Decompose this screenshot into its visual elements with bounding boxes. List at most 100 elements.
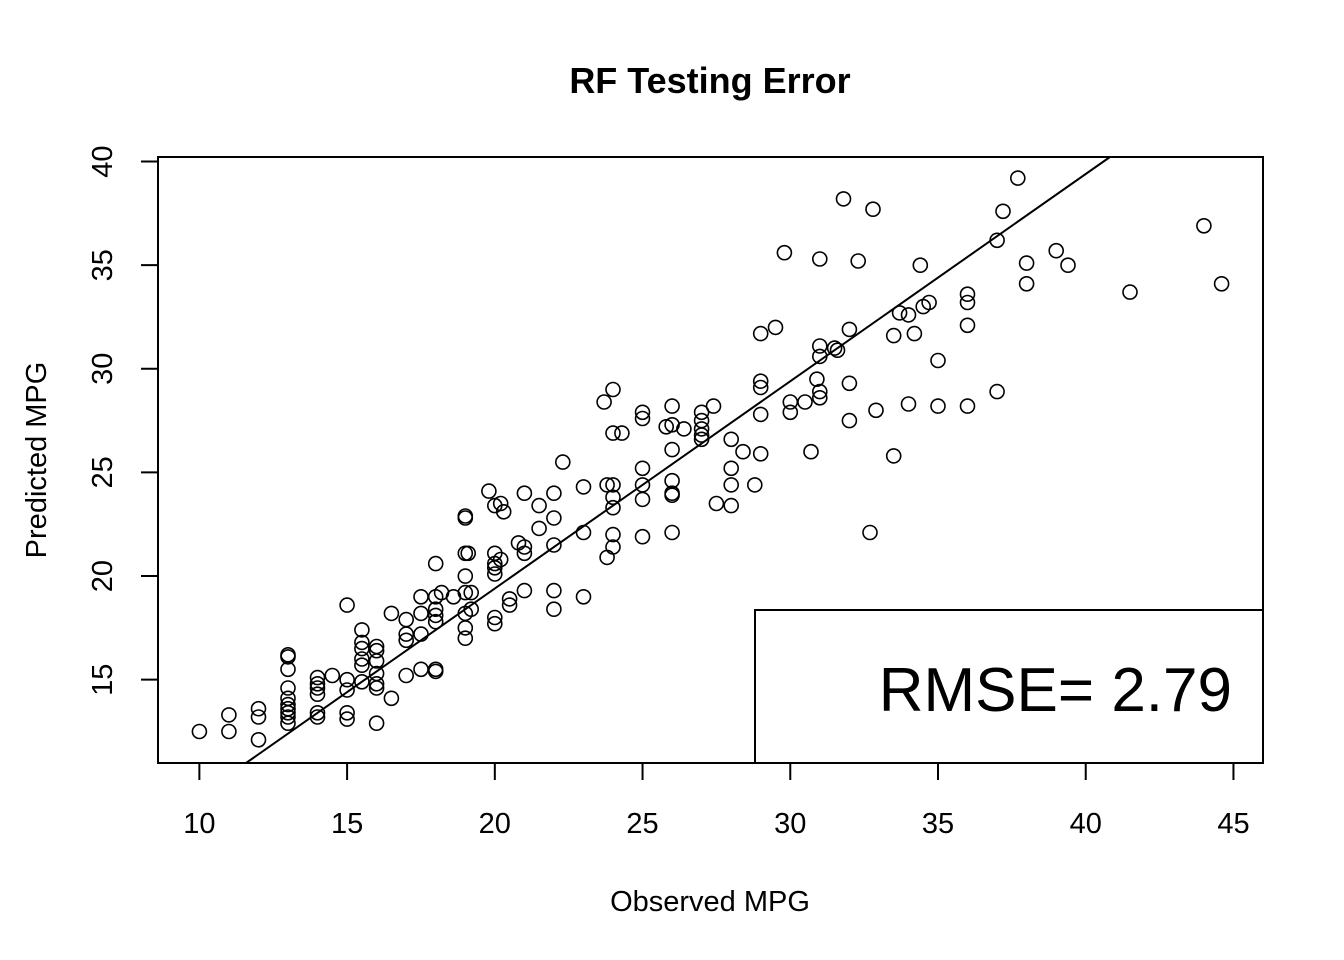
data-point: [664, 485, 680, 502]
data-point: [850, 253, 867, 269]
data-point: [752, 406, 769, 423]
data-point: [413, 626, 429, 642]
data-point: [900, 307, 917, 323]
data-point: [693, 412, 710, 429]
data-point: [427, 555, 444, 572]
data-point: [723, 477, 740, 493]
data-point: [906, 325, 923, 342]
data-point: [309, 669, 326, 686]
data-point: [339, 682, 355, 698]
data-point: [546, 537, 562, 553]
x-tick-label: 30: [774, 808, 806, 840]
data-point: [221, 707, 237, 723]
data-point: [575, 588, 592, 605]
data-point: [868, 402, 884, 419]
data-point: [693, 404, 710, 421]
x-tick-label: 10: [183, 808, 215, 840]
data-point: [368, 715, 385, 732]
data-point: [501, 591, 518, 607]
data-point: [885, 448, 902, 464]
data-point: [782, 404, 799, 421]
data-point: [486, 615, 503, 632]
data-point: [1018, 255, 1035, 271]
data-point: [427, 601, 444, 618]
data-point: [492, 551, 509, 568]
data-point: [368, 675, 385, 692]
data-point: [912, 257, 929, 274]
data-point: [546, 485, 562, 502]
data-point: [354, 651, 370, 667]
y-tick-label: 40: [87, 145, 119, 177]
data-point: [803, 443, 819, 460]
data-point: [368, 665, 385, 682]
data-point: [596, 394, 612, 410]
data-point: [989, 383, 1005, 400]
data-point: [280, 646, 296, 663]
data-point: [746, 477, 763, 493]
data-point: [546, 601, 562, 618]
x-axis: 10 15 20 25 30 35 40 45: [183, 762, 1250, 840]
data-point: [605, 499, 621, 516]
data-point: [930, 398, 946, 414]
data-point: [354, 634, 370, 651]
data-point: [398, 611, 415, 628]
data-point: [599, 549, 615, 566]
data-point: [826, 340, 843, 356]
data-point: [1213, 275, 1230, 292]
data-point: [605, 539, 621, 555]
data-point: [516, 545, 533, 562]
chart-title: RF Testing Error: [569, 60, 850, 101]
data-point: [531, 497, 547, 514]
data-point: [664, 472, 680, 489]
y-axis-label: Predicted MPG: [21, 362, 53, 559]
data-point: [664, 441, 680, 458]
data-point: [809, 371, 825, 388]
data-point: [723, 431, 740, 448]
data-point: [457, 620, 474, 636]
data-point: [495, 503, 512, 520]
data-point: [1122, 284, 1138, 300]
data-point: [501, 597, 518, 613]
data-point: [634, 528, 651, 545]
data-point: [280, 696, 296, 713]
data-point: [309, 675, 326, 692]
data-point: [841, 321, 858, 338]
data-point: [250, 709, 267, 725]
data-point: [280, 690, 296, 707]
data-point: [605, 381, 621, 398]
data-point: [605, 489, 621, 506]
x-tick-label: 45: [1217, 808, 1249, 840]
data-point: [1196, 218, 1212, 234]
data-point: [752, 373, 769, 390]
data-point: [546, 510, 562, 526]
y-tick-label: 30: [87, 353, 119, 385]
data-point: [900, 396, 917, 412]
data-point: [614, 425, 630, 441]
data-point: [492, 495, 509, 512]
data-point: [554, 454, 571, 470]
data-point: [959, 317, 976, 334]
data-point: [776, 244, 793, 261]
data-point: [427, 661, 444, 678]
data-point: [280, 680, 296, 696]
data-point: [767, 319, 784, 336]
legend-box: RMSE= 2.79: [754, 609, 1264, 764]
data-point: [250, 700, 267, 717]
data-point: [891, 305, 908, 321]
y-tick-label: 15: [87, 664, 119, 696]
data-point: [693, 421, 710, 437]
data-point: [413, 605, 429, 622]
data-point: [460, 545, 477, 562]
data-point: [959, 398, 976, 414]
data-point: [383, 690, 400, 707]
data-point: [605, 526, 621, 543]
data-point: [634, 410, 651, 427]
data-point: [752, 379, 769, 396]
data-point: [368, 642, 385, 659]
y-tick-label: 20: [87, 560, 119, 592]
x-tick-label: 20: [479, 808, 511, 840]
data-point: [664, 398, 680, 414]
data-point: [413, 588, 429, 605]
data-point: [546, 582, 562, 599]
data-point: [221, 723, 237, 740]
